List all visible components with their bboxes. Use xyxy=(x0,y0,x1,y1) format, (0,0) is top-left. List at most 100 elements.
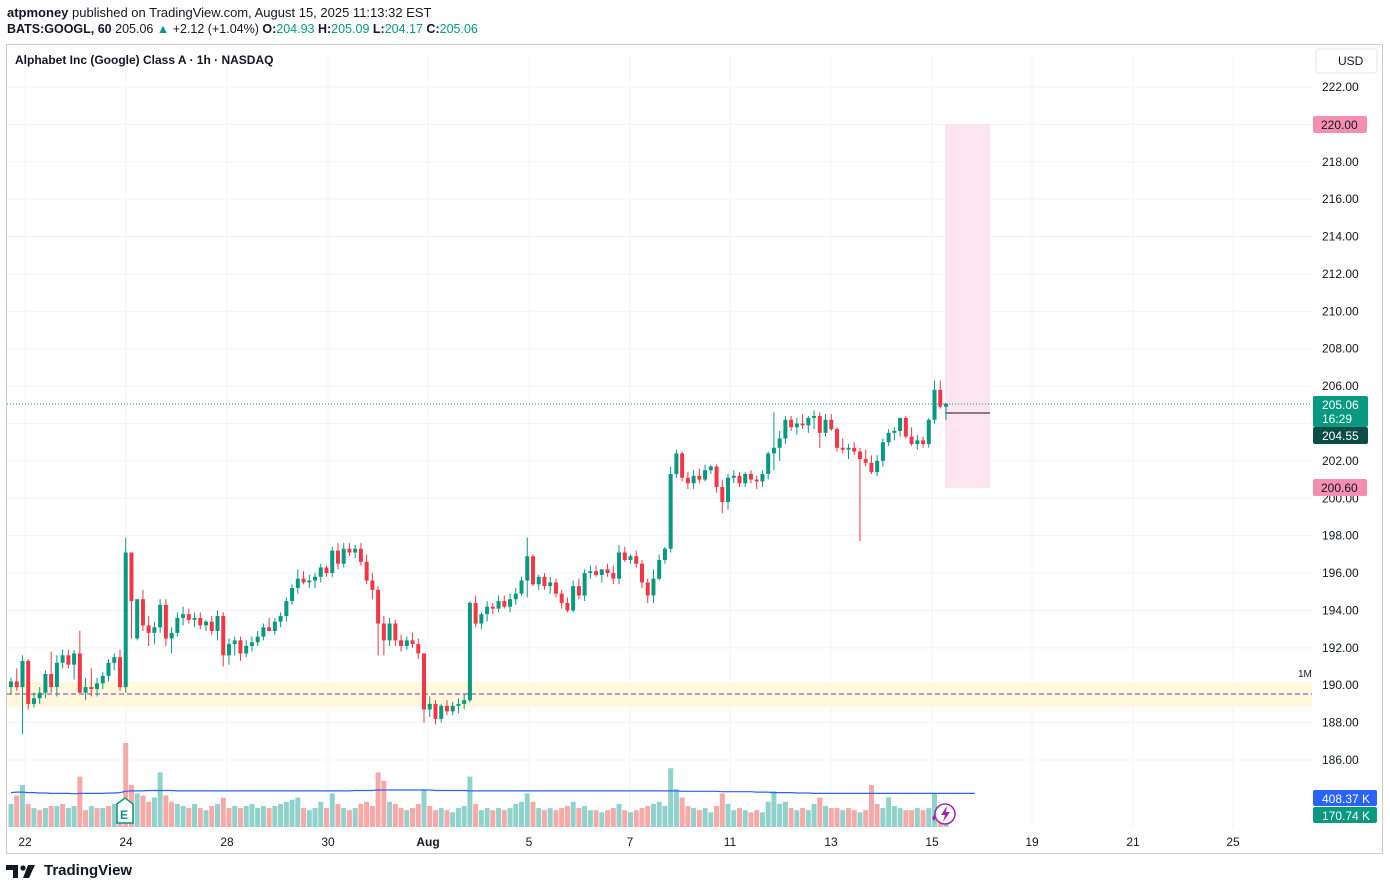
volume-bar xyxy=(679,797,685,827)
candle-body xyxy=(450,705,455,712)
volume-bar xyxy=(220,797,226,827)
volume-bar xyxy=(140,795,146,827)
candle-body xyxy=(135,599,140,639)
candle-body xyxy=(313,576,318,581)
volume-bar xyxy=(851,810,857,827)
volume-bar xyxy=(668,768,674,827)
candle-body xyxy=(54,662,59,688)
volume-bar xyxy=(920,810,926,827)
candle-body xyxy=(766,453,771,474)
volume-bar xyxy=(94,808,100,827)
candle-body xyxy=(20,660,25,688)
candle-body xyxy=(857,451,862,460)
time-tick-label: 15 xyxy=(925,835,939,849)
volume-bar xyxy=(478,810,484,827)
volume-bar xyxy=(455,808,461,827)
price-change: +2.12 (+1.04%) xyxy=(172,22,259,36)
candle-body xyxy=(370,580,375,590)
volume-bar xyxy=(685,806,691,827)
volume-bar xyxy=(645,806,651,827)
candle-body xyxy=(215,616,220,632)
volume-bar xyxy=(553,810,559,827)
volume-bar xyxy=(346,810,352,827)
candle-body xyxy=(146,625,151,633)
volume-bar xyxy=(605,810,611,827)
last-price-label: 205.06 xyxy=(1322,398,1359,412)
lightning-icon[interactable] xyxy=(932,803,956,825)
volume-bar xyxy=(289,799,295,827)
candle-body xyxy=(473,602,478,624)
prev-price-tag xyxy=(1313,427,1368,444)
volume-bar xyxy=(392,803,398,827)
candle-body xyxy=(158,604,163,628)
volume-bar xyxy=(673,789,679,827)
earnings-badge[interactable]: E xyxy=(116,797,134,824)
candle-body xyxy=(674,453,679,474)
candle-body xyxy=(290,588,295,602)
volume-bar xyxy=(226,808,232,827)
volume-bar xyxy=(65,808,71,827)
grid xyxy=(7,55,1312,828)
time-tick-label: 7 xyxy=(627,835,634,849)
candle-body xyxy=(582,573,587,596)
candle-body xyxy=(760,473,765,482)
candle-body xyxy=(714,466,719,488)
volume-bar xyxy=(106,806,112,827)
volume-bar xyxy=(593,810,599,827)
volume-bar xyxy=(232,806,238,827)
candle-body xyxy=(347,548,352,553)
candle-body xyxy=(932,389,937,420)
candle-body xyxy=(14,681,19,688)
volume-bar xyxy=(662,806,668,827)
volume-bar xyxy=(410,808,416,827)
candle-body xyxy=(9,681,13,688)
footer-brand[interactable]: TradingView xyxy=(6,862,132,879)
candle-body xyxy=(703,470,708,480)
volume-bar xyxy=(438,808,444,827)
candle-body xyxy=(192,617,197,620)
volume-bar xyxy=(886,797,892,827)
candle-body xyxy=(181,614,186,618)
candle-body xyxy=(542,576,547,587)
change-up-icon: ▲ xyxy=(156,22,170,36)
volume-bar xyxy=(714,806,720,827)
candle-body xyxy=(204,621,209,626)
monthly-level-label: 1M xyxy=(1298,669,1312,680)
candle-body xyxy=(278,616,283,622)
volume-bar xyxy=(157,772,163,827)
volume-bar xyxy=(582,806,588,827)
volume-bar xyxy=(501,810,507,827)
currency-button[interactable] xyxy=(1315,48,1378,74)
high-value: 205.09 xyxy=(331,22,370,36)
volume-bar xyxy=(387,801,393,827)
volume-bar xyxy=(197,808,203,827)
volume-bar xyxy=(427,806,433,827)
time-axis[interactable]: 22 24 28 30 Aug 5 7 11 13 15 19 21 25 xyxy=(18,835,1240,849)
volume-bar xyxy=(415,803,421,827)
volume-bar xyxy=(278,803,284,827)
last-price: 205.06 xyxy=(115,22,154,36)
volume-bar xyxy=(283,801,289,827)
volume-bar xyxy=(358,803,364,827)
volume-bar xyxy=(736,808,742,827)
candle-body xyxy=(77,653,82,693)
volume-bar xyxy=(398,808,404,827)
volume-bar xyxy=(306,810,312,827)
volume-bar xyxy=(765,801,771,827)
volume-bar xyxy=(903,810,909,827)
candle-body xyxy=(662,548,667,560)
volume-tag xyxy=(1313,807,1377,823)
candle-body xyxy=(875,460,880,473)
candle-body xyxy=(771,447,776,454)
target-high-tag xyxy=(1313,116,1367,133)
candle-body xyxy=(915,440,920,445)
publisher-name[interactable]: atpmoney xyxy=(7,5,69,20)
candle-body xyxy=(823,419,828,433)
volume-bar xyxy=(37,810,43,827)
candle-body xyxy=(66,655,71,665)
volume-bar xyxy=(19,785,25,827)
candle-body xyxy=(399,640,404,646)
candle-body xyxy=(806,417,811,426)
candle-body xyxy=(840,447,845,450)
